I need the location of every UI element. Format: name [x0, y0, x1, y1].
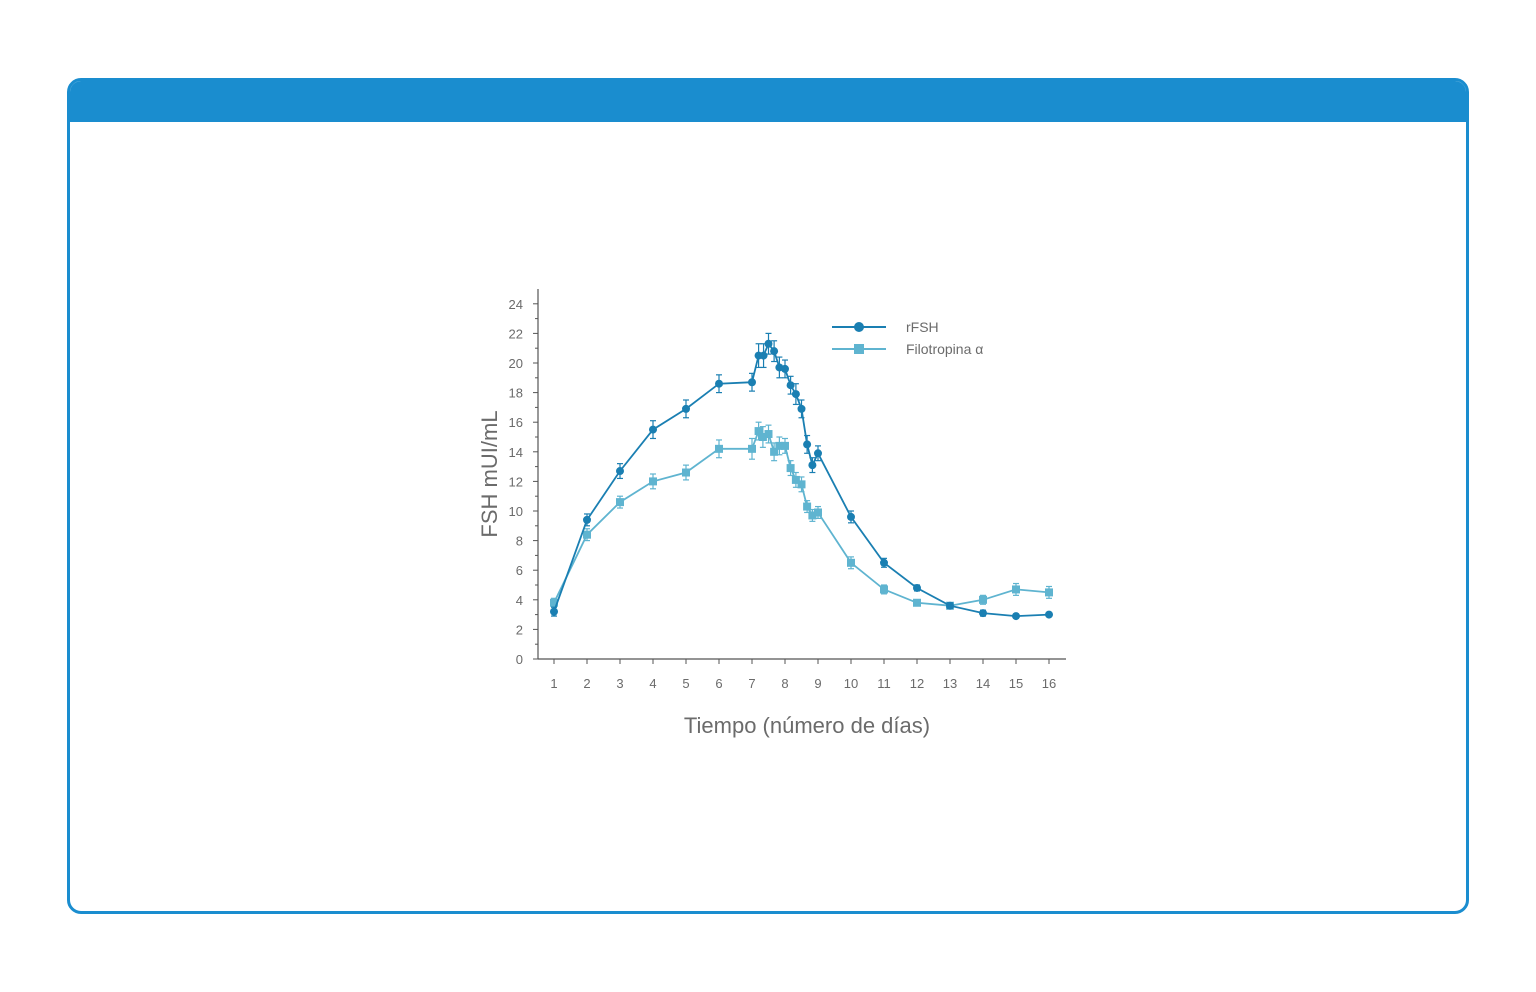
data-point — [880, 585, 888, 594]
data-point — [715, 379, 723, 388]
data-point — [764, 339, 773, 348]
y-tick-label: 2 — [516, 622, 523, 637]
y-tick-label: 10 — [509, 504, 523, 519]
data-point — [913, 583, 921, 592]
data-point — [781, 364, 789, 373]
y-tick-label: 12 — [509, 474, 523, 489]
data-point — [814, 449, 822, 458]
data-point — [682, 404, 690, 413]
data-point — [979, 595, 987, 604]
data-point — [781, 441, 789, 450]
data-point — [791, 475, 800, 484]
y-tick-label: 22 — [509, 326, 523, 341]
data-point — [786, 464, 795, 473]
y-tick-label: 14 — [509, 445, 523, 460]
x-axis-title: Tiempo (número de días) — [684, 713, 930, 738]
legend-label: rFSH — [906, 319, 939, 335]
y-tick-label: 16 — [509, 415, 523, 430]
data-point — [979, 609, 987, 618]
series-filotropina — [550, 421, 1053, 610]
data-point — [616, 498, 624, 507]
x-tick-label: 2 — [583, 676, 590, 691]
chart-series — [550, 332, 1053, 621]
legend-marker — [854, 344, 864, 354]
x-tick-label: 13 — [943, 676, 957, 691]
x-tick-label: 7 — [748, 676, 755, 691]
data-point — [770, 347, 779, 356]
data-point — [797, 480, 806, 489]
y-tick-label: 18 — [509, 386, 523, 401]
data-point — [758, 433, 767, 441]
data-point — [715, 444, 723, 453]
data-point — [550, 598, 558, 607]
data-point — [759, 351, 768, 360]
data-point — [808, 511, 817, 520]
data-point — [1045, 610, 1053, 619]
x-tick-label: 8 — [781, 676, 788, 691]
data-point — [847, 558, 855, 567]
data-point — [1045, 588, 1053, 597]
data-point — [1012, 612, 1020, 621]
chart-legend: rFSH Filotropina α — [832, 319, 983, 357]
x-tick-label: 11 — [877, 676, 891, 691]
x-tick-label: 3 — [616, 676, 623, 691]
x-tick-label: 12 — [910, 676, 924, 691]
x-tick-label: 9 — [814, 676, 821, 691]
data-point — [803, 502, 812, 511]
x-tick-label: 1 — [550, 676, 557, 691]
data-point — [550, 607, 558, 616]
y-tick-label: 6 — [516, 563, 523, 578]
data-point — [880, 558, 888, 567]
data-point — [814, 508, 822, 517]
y-axis-title: FSH mUI/mL — [477, 410, 502, 537]
data-point — [764, 430, 773, 439]
data-point — [682, 468, 690, 477]
x-tick-label: 6 — [715, 676, 722, 691]
data-point — [791, 390, 800, 399]
y-tick-label: 4 — [516, 593, 523, 608]
data-point — [770, 447, 779, 456]
series-line — [553, 342, 1050, 618]
y-tick-label: 0 — [516, 652, 523, 667]
data-point — [583, 515, 591, 524]
legend-label: Filotropina α — [906, 341, 983, 357]
x-tick-label: 5 — [682, 676, 689, 691]
data-point — [649, 425, 657, 434]
y-tick-label: 8 — [516, 534, 523, 549]
data-point — [616, 467, 624, 476]
data-point — [1012, 585, 1020, 594]
data-point — [946, 601, 954, 610]
legend-marker — [854, 322, 864, 332]
data-point — [797, 404, 806, 413]
x-tick-label: 15 — [1009, 676, 1023, 691]
data-point — [754, 427, 763, 436]
series-line — [553, 429, 1050, 607]
x-tick-label: 14 — [976, 676, 990, 691]
x-tick-label: 10 — [844, 676, 858, 691]
data-point — [649, 477, 657, 486]
y-tick-label: 20 — [509, 356, 523, 371]
data-point — [748, 378, 756, 387]
data-point — [808, 461, 817, 470]
card-header-bar — [70, 81, 1466, 122]
chart-card — [67, 78, 1469, 914]
data-point — [913, 598, 921, 607]
x-tick-label: 16 — [1042, 676, 1056, 691]
data-point — [786, 381, 795, 390]
series-rfsh — [550, 332, 1053, 621]
data-point — [847, 512, 855, 521]
data-point — [803, 440, 812, 449]
data-point — [583, 530, 591, 539]
y-tick-label: 24 — [509, 297, 523, 312]
x-tick-label: 4 — [649, 676, 656, 691]
data-point — [775, 441, 784, 450]
data-point — [748, 444, 756, 453]
